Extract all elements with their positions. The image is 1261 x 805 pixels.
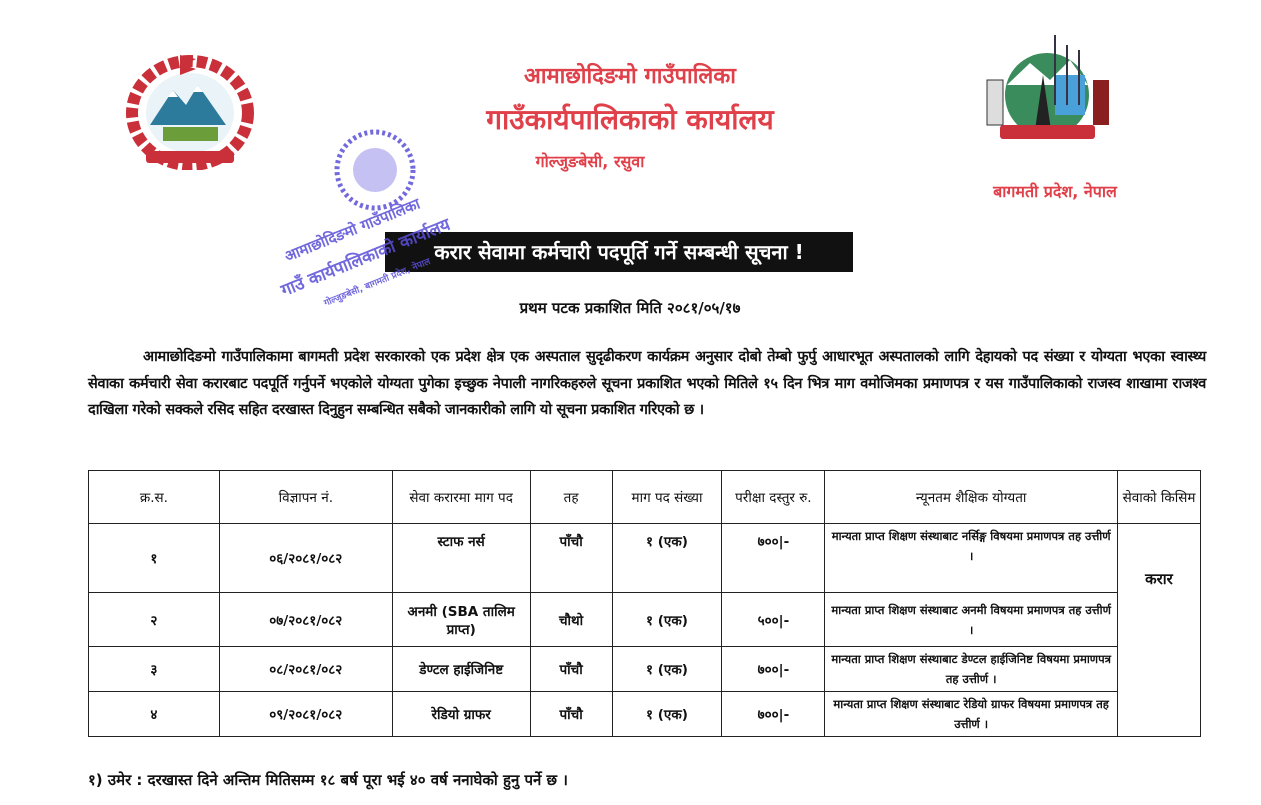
- cell-post: स्टाफ नर्स: [391, 523, 531, 593]
- cell-qualification: मान्यता प्राप्त शिक्षण संस्थाबाट अनमी वि…: [824, 592, 1118, 647]
- cell-count: १ (एक): [611, 646, 723, 692]
- cell-fee: ७००|-: [721, 523, 826, 593]
- stamp-emblem-icon: [334, 129, 416, 211]
- cell-qualification: मान्यता प्राप्त शिक्षण संस्थाबाट रेडियो …: [824, 691, 1118, 737]
- col-header-post: सेवा करारमा माग पद: [391, 470, 531, 524]
- office-stamp: आमाछोदिङमो गाउँपालिका गाउँ कार्यपालिकाको…: [278, 125, 500, 309]
- org-name: आमाछोदिङमो गाउँपालिका: [524, 64, 736, 89]
- col-header-level: तह: [529, 470, 613, 524]
- cell-sn: १: [88, 523, 220, 593]
- cell-count: १ (एक): [611, 691, 723, 737]
- table-row: १ ०६/२०८१/०८२ स्टाफ नर्स पाँचौ १ (एक) ७०…: [88, 523, 1202, 737]
- cell-fee: ७००|-: [721, 646, 826, 692]
- note-age: १) उमेर : दरखास्त दिने अन्तिम मितिसम्म १…: [88, 771, 568, 789]
- col-header-fee: परीक्षा दस्तुर रु.: [721, 470, 826, 524]
- notice-body: आमाछोदिङमो गाउँपालिकामा बागमती प्रदेश सर…: [88, 344, 1206, 424]
- cell-qualification: मान्यता प्राप्त शिक्षण संस्थाबाट डेण्टल …: [824, 646, 1118, 692]
- table-row: ३ ०८/२०८१/०८२ डेण्टल हाईजिनिष्ट पाँचौ १ …: [88, 646, 1201, 692]
- cell-fee: ५००|-: [721, 592, 826, 647]
- vacancy-table: क्र.स. विज्ञापन नं. सेवा करारमा माग पद त…: [88, 470, 1202, 737]
- municipality-logo-icon: [986, 35, 1109, 139]
- cell-sn: ३: [88, 646, 220, 692]
- col-header-sn: क्र.स.: [88, 470, 220, 524]
- cell-ad-no: ०८/२०८१/०८२: [218, 646, 393, 692]
- cell-level: चौथो: [529, 592, 613, 647]
- cell-fee: ७००|-: [721, 691, 826, 737]
- notice-body-text: आमाछोदिङमो गाउँपालिकामा बागमती प्रदेश सर…: [88, 349, 1206, 418]
- notice-title: करार सेवामा कर्मचारी पदपूर्ति गर्ने सम्ब…: [385, 232, 853, 272]
- cell-count: १ (एक): [611, 523, 723, 593]
- cell-level: पाँचौ: [529, 523, 613, 593]
- cell-sn: २: [88, 592, 220, 647]
- office-name: गाउँकार्यपालिकाको कार्यालय: [486, 103, 774, 136]
- col-header-ad-no: विज्ञापन नं.: [218, 470, 393, 524]
- cell-qualification: मान्यता प्राप्त शिक्षण संस्थाबाट नर्सिङ्…: [824, 523, 1118, 593]
- cell-level: पाँचौ: [529, 646, 613, 692]
- table-header-row: क्र.स. विज्ञापन नं. सेवा करारमा माग पद त…: [88, 470, 1202, 524]
- province: बागमती प्रदेश, नेपाल: [993, 182, 1117, 201]
- col-header-count: माग पद संख्या: [611, 470, 723, 524]
- table-row: ४ ०९/२०८१/०८२ रेडियो ग्राफर पाँचौ १ (एक)…: [88, 691, 1201, 737]
- address: गोल्जुङबेसी, रसुवा: [535, 152, 645, 171]
- cell-level: पाँचौ: [529, 691, 613, 737]
- nepal-emblem-icon: [126, 55, 254, 170]
- cell-count: १ (एक): [611, 592, 723, 647]
- cell-sn: ४: [88, 691, 220, 737]
- cell-post: अनमी (SBA तालिम प्राप्त): [391, 592, 531, 647]
- col-header-qualification: न्यूनतम शैक्षिक योग्यता: [824, 470, 1118, 524]
- col-header-service-type: सेवाको किसिम: [1116, 470, 1202, 524]
- cell-ad-no: ०७/२०८१/०८२: [218, 592, 393, 647]
- published-date: प्रथम पटक प्रकाशित मिति २०८१/०५/१७: [519, 299, 741, 317]
- table-row: २ ०७/२०८१/०८२ अनमी (SBA तालिम प्राप्त) च…: [88, 592, 1201, 647]
- cell-post: डेण्टल हाईजिनिष्ट: [391, 646, 531, 692]
- cell-service-type: करार: [1116, 523, 1202, 737]
- cell-ad-no: ०९/२०८१/०८२: [218, 691, 393, 737]
- cell-ad-no: ०६/२०८१/०८२: [218, 523, 393, 593]
- cell-post: रेडियो ग्राफर: [391, 691, 531, 737]
